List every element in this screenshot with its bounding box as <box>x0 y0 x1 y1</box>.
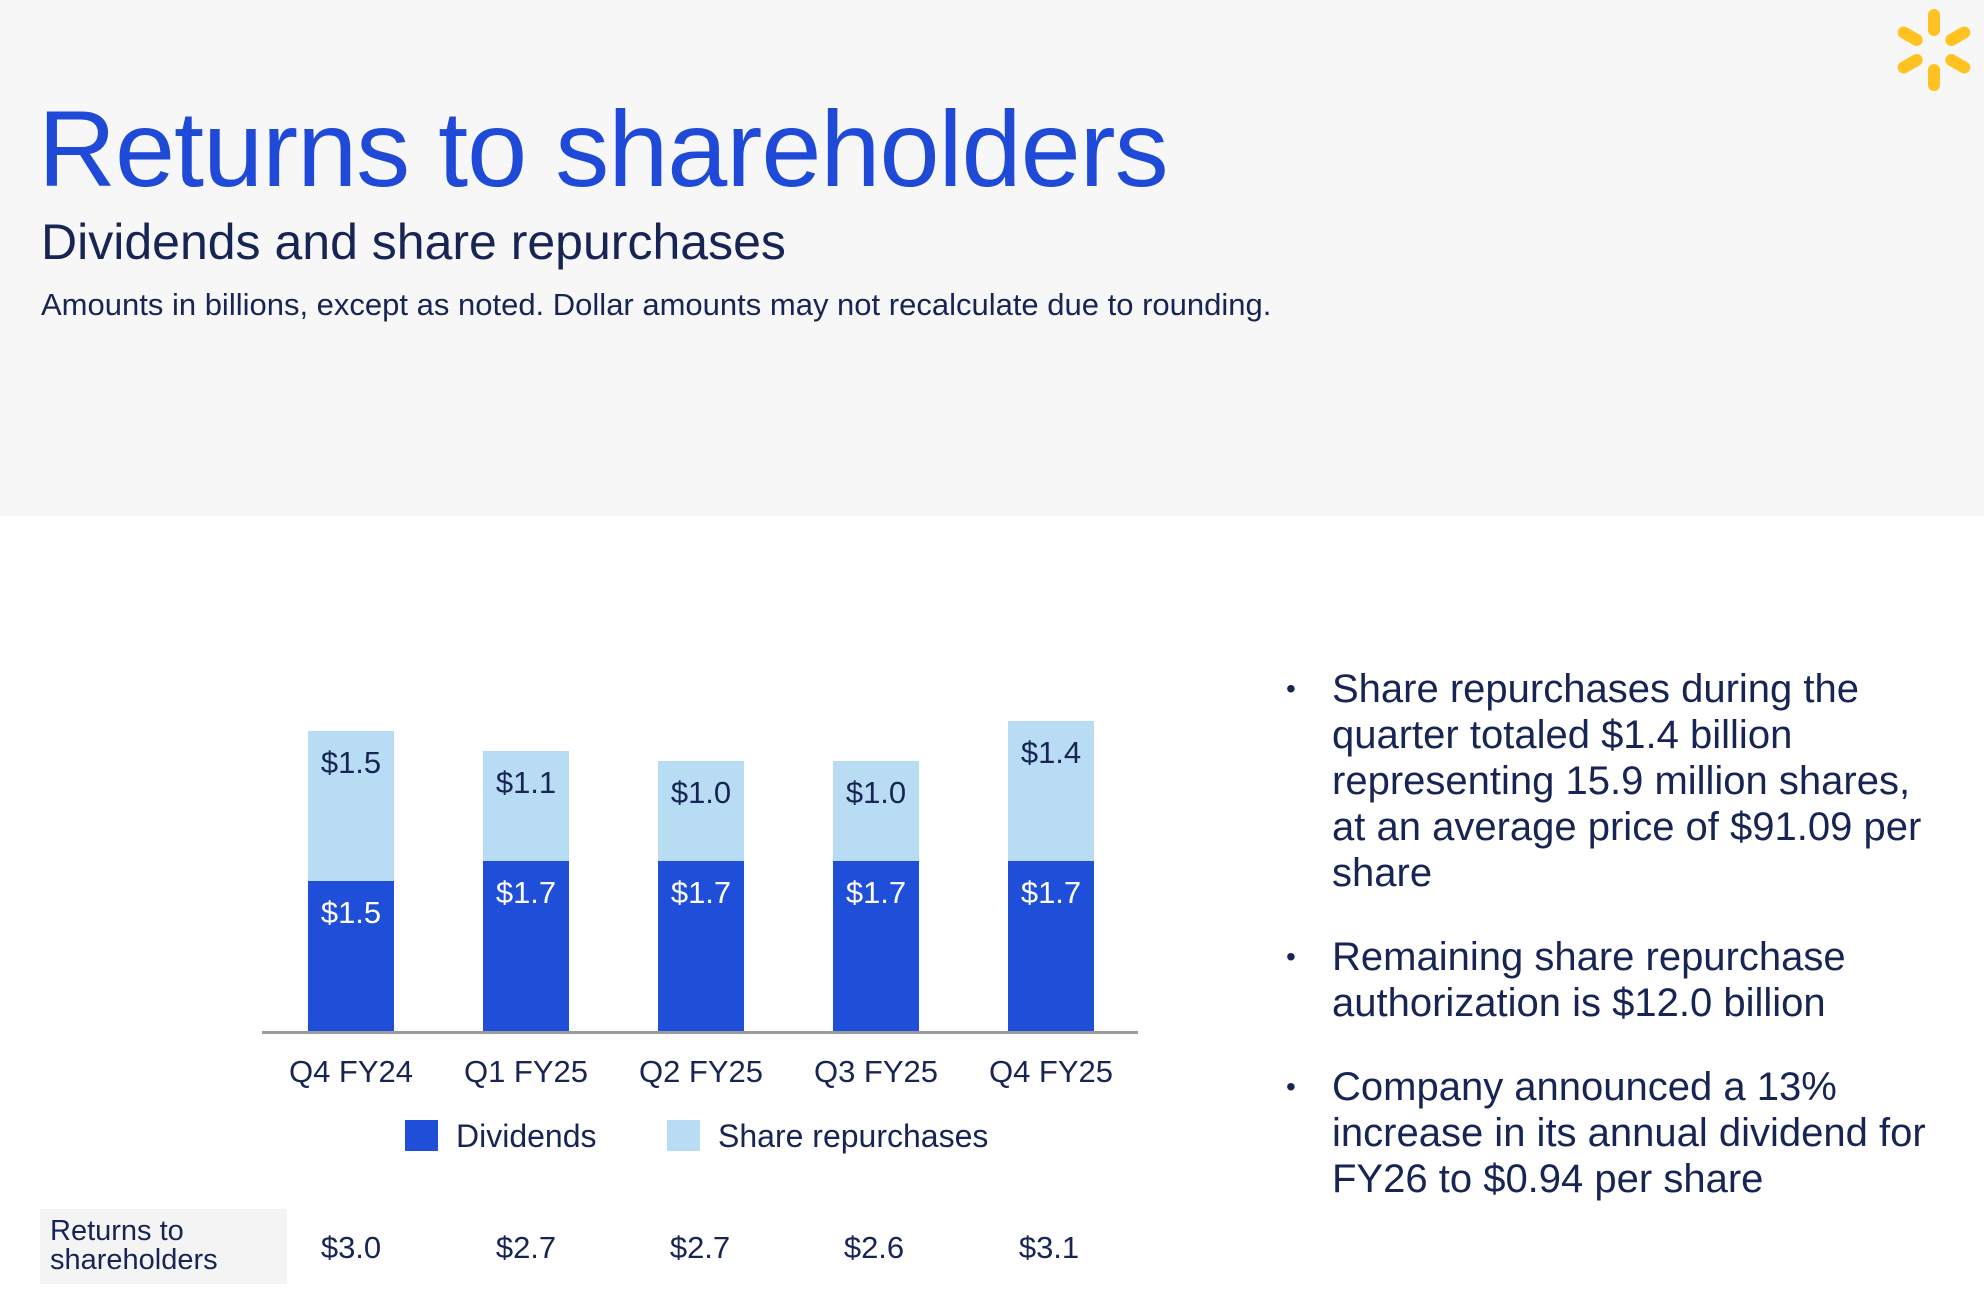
highlight-item: • Company announced a 13% increase in it… <box>1286 1064 1926 1202</box>
spark-petal <box>1928 64 1940 91</box>
dividends-bar <box>833 861 919 1031</box>
bullet-marker: • <box>1286 1071 1296 1102</box>
repurchases-value-label: $1.0 <box>846 775 906 810</box>
repurchases-value-label: $1.0 <box>671 775 731 810</box>
dividends-bar <box>308 881 394 1031</box>
dividends-value-label: $1.7 <box>496 875 556 910</box>
page-title: Returns to shareholders <box>38 88 1169 209</box>
dividends-value-label: $1.7 <box>1021 875 1081 910</box>
repurchases-value-label: $1.1 <box>496 765 556 800</box>
spark-petal <box>1897 26 1923 46</box>
repurchases-bar <box>833 761 919 861</box>
repurchases-bar <box>1008 721 1094 861</box>
dividends-value-label: $1.5 <box>321 895 381 930</box>
dividends-bar <box>1008 861 1094 1031</box>
bullet-marker: • <box>1286 941 1296 972</box>
repurchases-bar <box>483 751 569 861</box>
category-tick-label: Q3 FY25 <box>814 1054 938 1089</box>
category-tick-label: Q4 FY25 <box>989 1054 1113 1089</box>
highlight-text: Share repurchases during the quarter tot… <box>1332 667 1922 895</box>
bullet-marker: • <box>1286 673 1296 704</box>
dividends-value-label: $1.7 <box>846 875 906 910</box>
spark-icon <box>1897 9 1971 91</box>
highlight-text: Company announced a 13% increase in its … <box>1332 1065 1926 1201</box>
legend-swatch <box>667 1120 700 1151</box>
highlight-item: • Share repurchases during the quarter t… <box>1286 666 1926 896</box>
total-value: $2.6 <box>843 1230 905 1265</box>
legend-swatch <box>405 1120 438 1151</box>
total-value: $3.0 <box>320 1230 382 1265</box>
category-tick-label: Q2 FY25 <box>639 1054 763 1089</box>
repurchases-value-label: $1.5 <box>321 745 381 780</box>
total-value: $3.1 <box>1018 1230 1080 1265</box>
highlight-text: Remaining share repurchase authorization… <box>1332 935 1846 1025</box>
category-tick-label: Q4 FY24 <box>289 1054 413 1089</box>
total-value: $2.7 <box>495 1230 557 1265</box>
repurchases-bar <box>308 731 394 881</box>
spark-petal <box>1897 54 1923 74</box>
totals-row-label: Returns to shareholders <box>40 1209 287 1284</box>
dividends-value-label: $1.7 <box>671 875 731 910</box>
returns-chart: $1.5 $1.5 Q4 FY24 $1.7 $1.1 Q1 FY25 $1.7 $1.0 Q2… <box>262 721 1138 1154</box>
total-value: $2.7 <box>669 1230 731 1265</box>
highlight-item: • Remaining share repurchase authorizati… <box>1286 934 1926 1026</box>
repurchases-value-label: $1.4 <box>1021 735 1081 770</box>
dividends-bar <box>658 861 744 1031</box>
rounding-note: Amounts in billions, except as noted. Do… <box>41 287 1272 322</box>
highlights-list: • Share repurchases during the quarter t… <box>1286 666 1926 1240</box>
category-tick-label: Q1 FY25 <box>464 1054 588 1089</box>
spark-petal <box>1945 54 1971 74</box>
page-subtitle: Dividends and share repurchases <box>41 214 786 270</box>
legend-label: Dividends <box>456 1118 597 1154</box>
legend-label: Share repurchases <box>718 1118 988 1154</box>
spark-petal <box>1928 9 1940 36</box>
dividends-bar <box>483 861 569 1031</box>
spark-petal <box>1945 26 1971 46</box>
repurchases-bar <box>658 761 744 861</box>
header-band: Returns to shareholders Dividends and sh… <box>0 0 1984 516</box>
